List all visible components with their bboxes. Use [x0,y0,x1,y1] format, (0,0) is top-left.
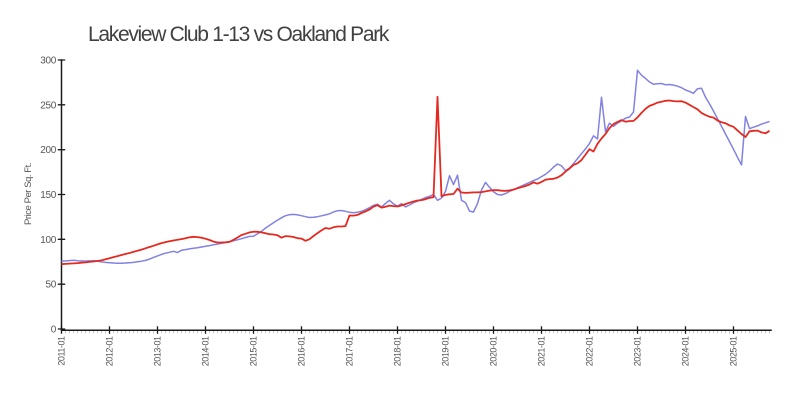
svg-text:2021-01: 2021-01 [537,336,547,366]
svg-text:100: 100 [40,235,57,246]
svg-text:2013-01: 2013-01 [153,336,163,366]
svg-text:2022-01: 2022-01 [585,336,595,366]
svg-text:2016-01: 2016-01 [297,336,307,366]
svg-text:2018-01: 2018-01 [393,336,403,366]
svg-text:50: 50 [45,280,56,291]
svg-text:2011-01: 2011-01 [57,336,67,366]
svg-text:Lakeview Club 1-13 vs Oakland: Lakeview Club 1-13 vs Oakland Park [88,23,390,46]
svg-text:2024-01: 2024-01 [681,336,691,366]
svg-text:2014-01: 2014-01 [201,336,211,366]
svg-text:300: 300 [40,56,57,67]
svg-text:2023-01: 2023-01 [633,336,643,366]
svg-text:Price Per Sq. Ft.: Price Per Sq. Ft. [23,163,34,225]
svg-text:200: 200 [40,145,57,156]
svg-text:2015-01: 2015-01 [249,336,259,366]
svg-text:2020-01: 2020-01 [489,336,499,366]
svg-text:2017-01: 2017-01 [345,336,355,366]
svg-text:2025-01: 2025-01 [729,336,739,366]
svg-text:2019-01: 2019-01 [441,336,451,366]
svg-text:250: 250 [40,100,57,111]
svg-text:0: 0 [51,325,57,336]
svg-text:2012-01: 2012-01 [105,336,115,366]
svg-text:150: 150 [40,190,57,201]
